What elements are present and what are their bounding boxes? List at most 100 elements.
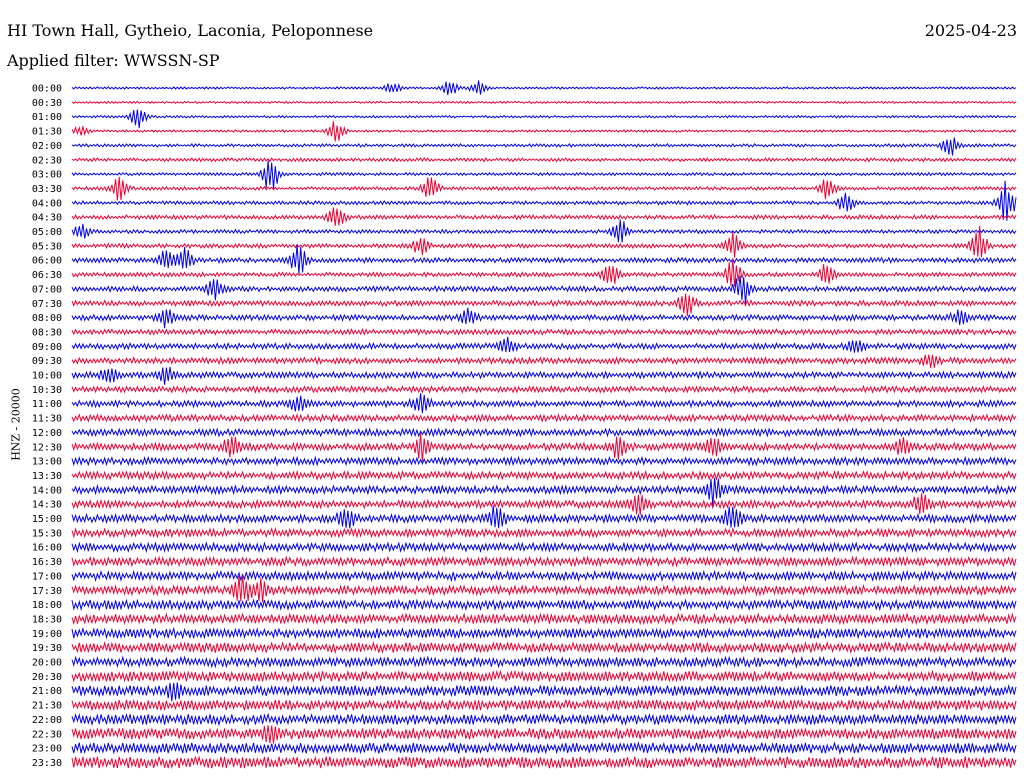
trace-line xyxy=(71,505,1017,529)
row-label: 22:30 xyxy=(32,729,62,740)
row-label: 13:30 xyxy=(32,471,62,482)
trace-line xyxy=(71,469,1017,481)
trace-line xyxy=(71,176,1017,201)
trace-line xyxy=(71,655,1017,669)
trace-line xyxy=(71,575,1017,603)
trace-line xyxy=(71,755,1017,770)
row-label: 18:00 xyxy=(32,600,62,611)
row-label: 14:30 xyxy=(32,500,62,511)
row-label: 13:00 xyxy=(32,457,62,468)
row-label: 07:30 xyxy=(32,299,62,310)
station-title: HI Town Hall, Gytheio, Laconia, Peloponn… xyxy=(7,21,374,40)
trace-line xyxy=(71,682,1017,702)
row-label: 03:30 xyxy=(32,184,62,195)
trace-line xyxy=(71,669,1017,684)
row-label: 19:00 xyxy=(32,629,62,640)
trace-line xyxy=(71,80,1017,96)
trace-line xyxy=(71,121,1017,142)
trace-line xyxy=(71,477,1017,507)
trace-line xyxy=(71,493,1017,516)
date-label: 2025-04-23 xyxy=(924,21,1017,40)
trace-line xyxy=(71,712,1017,727)
row-label: 11:00 xyxy=(32,399,62,410)
trace-line xyxy=(71,640,1017,655)
trace-line xyxy=(71,180,1017,221)
trace-line xyxy=(71,598,1017,612)
row-label: 01:00 xyxy=(32,112,62,123)
row-label: 01:30 xyxy=(32,127,62,138)
trace-line xyxy=(71,569,1017,583)
trace-line xyxy=(71,244,1017,274)
row-label: 16:30 xyxy=(32,557,62,568)
row-label: 23:30 xyxy=(32,758,62,769)
trace-line xyxy=(71,275,1017,304)
row-label: 05:30 xyxy=(32,241,62,252)
trace-line xyxy=(71,293,1017,317)
trace-line xyxy=(71,109,1017,129)
row-label: 16:00 xyxy=(32,543,62,554)
trace-line xyxy=(71,541,1017,554)
trace-line xyxy=(71,307,1017,329)
trace-line xyxy=(71,219,1017,243)
row-label: 22:00 xyxy=(32,715,62,726)
trace-line xyxy=(71,433,1017,462)
row-label: 12:30 xyxy=(32,442,62,453)
row-label: 11:30 xyxy=(32,414,62,425)
row-label: 17:30 xyxy=(32,586,62,597)
trace-line xyxy=(71,741,1017,755)
trace-line xyxy=(71,455,1017,467)
row-label: 06:30 xyxy=(32,270,62,281)
row-label: 17:00 xyxy=(32,571,62,582)
trace-line xyxy=(71,393,1017,414)
trace-line xyxy=(71,626,1017,640)
trace-line xyxy=(71,258,1017,287)
row-label: 09:30 xyxy=(32,356,62,367)
row-label: 02:00 xyxy=(32,141,62,152)
row-label: 08:30 xyxy=(32,327,62,338)
filter-label: Applied filter: WWSSN-SP xyxy=(7,51,220,70)
row-label: 00:30 xyxy=(32,98,62,109)
trace-line xyxy=(71,328,1017,336)
trace-line xyxy=(71,366,1017,385)
row-label: 05:00 xyxy=(32,227,62,238)
trace-line xyxy=(71,137,1017,156)
row-label: 15:30 xyxy=(32,528,62,539)
row-label: 06:00 xyxy=(32,256,62,267)
row-label: 20:00 xyxy=(32,658,62,669)
row-label: 12:00 xyxy=(32,428,62,439)
row-label: 20:30 xyxy=(32,672,62,683)
trace-line xyxy=(71,698,1017,712)
row-label: 00:00 xyxy=(32,84,62,95)
trace-line xyxy=(71,354,1017,369)
trace-line xyxy=(71,100,1017,105)
row-label: 08:00 xyxy=(32,313,62,324)
trace-line xyxy=(71,725,1017,744)
trace-line xyxy=(71,612,1017,626)
trace-line xyxy=(71,427,1017,438)
row-label: 03:00 xyxy=(32,170,62,181)
trace-line xyxy=(71,160,1017,189)
row-label: 21:30 xyxy=(32,701,62,712)
row-label: 09:00 xyxy=(32,342,62,353)
trace-line xyxy=(71,555,1017,568)
trace-line xyxy=(71,156,1017,163)
trace-line xyxy=(71,413,1017,423)
trace-line xyxy=(71,526,1017,539)
row-label: 21:00 xyxy=(32,686,62,697)
row-label: 10:30 xyxy=(32,385,62,396)
row-label: 04:30 xyxy=(32,213,62,224)
row-label: 18:30 xyxy=(32,614,62,625)
row-label: 15:00 xyxy=(32,514,62,525)
trace-line xyxy=(71,384,1017,394)
row-label: 10:00 xyxy=(32,371,62,382)
row-label: 07:00 xyxy=(32,284,62,295)
trace-line xyxy=(71,225,1017,258)
row-label: 23:00 xyxy=(32,744,62,755)
row-label: 02:30 xyxy=(32,155,62,166)
row-label: 14:00 xyxy=(32,485,62,496)
row-label: 04:00 xyxy=(32,198,62,209)
trace-line xyxy=(71,207,1017,226)
row-label: 19:30 xyxy=(32,643,62,654)
trace-line xyxy=(71,336,1017,353)
